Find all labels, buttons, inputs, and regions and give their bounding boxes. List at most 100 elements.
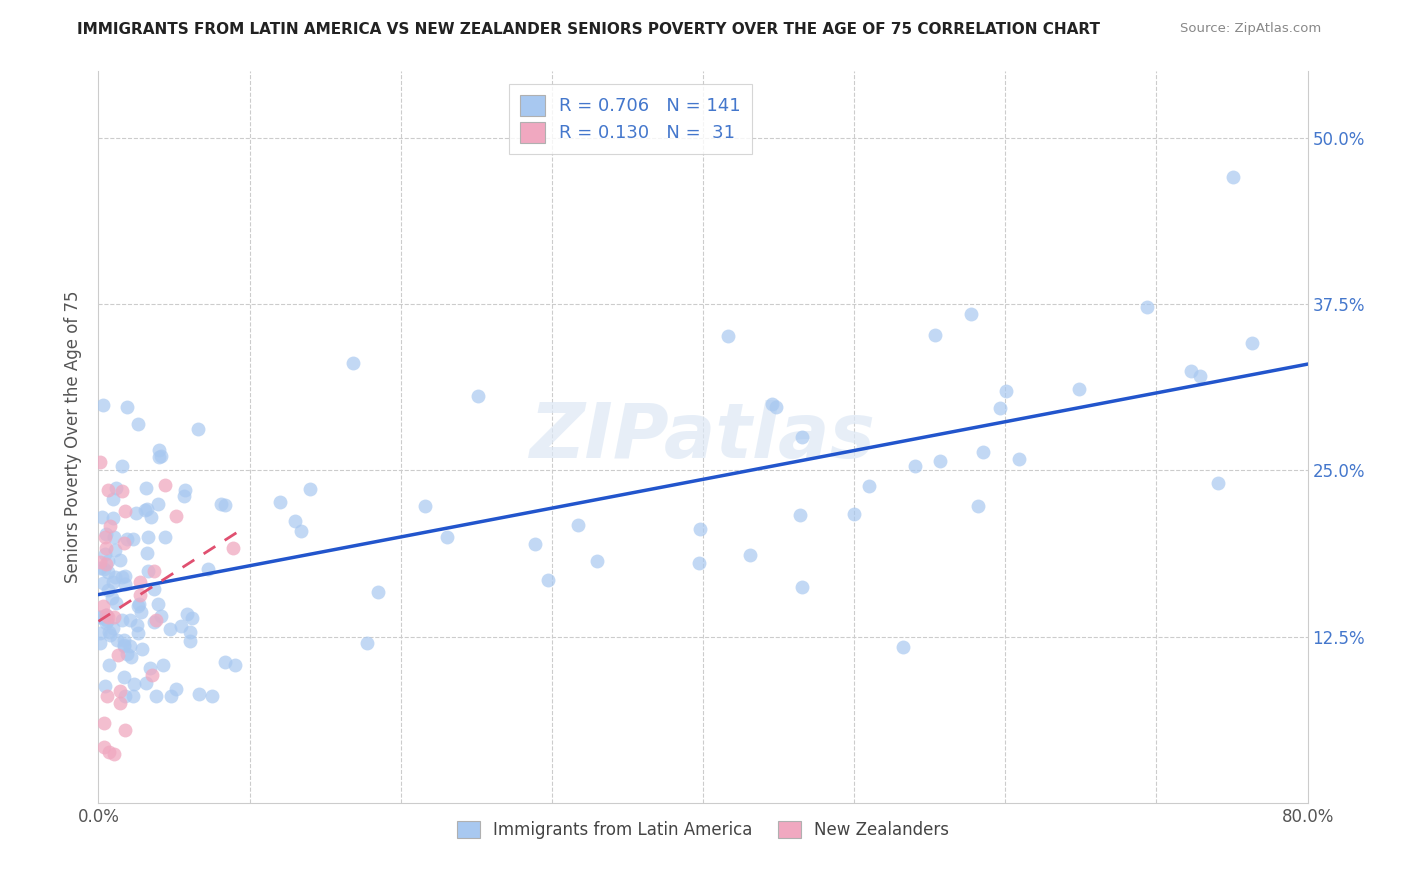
Point <box>115 647 138 661</box>
Point <box>89 625 111 640</box>
Point <box>103 747 125 762</box>
Point <box>110 684 132 698</box>
Point <box>111 570 134 584</box>
Point <box>108 696 131 710</box>
Point <box>96 690 118 704</box>
Point <box>112 639 135 653</box>
Point <box>367 585 389 599</box>
Point <box>844 507 866 521</box>
Point <box>173 483 195 497</box>
Point <box>105 632 128 647</box>
Point <box>103 530 125 544</box>
Point <box>111 459 134 474</box>
Point <box>94 607 117 622</box>
Point <box>972 445 994 459</box>
Point <box>128 597 150 611</box>
Point <box>150 449 173 463</box>
Text: ZIPatlas: ZIPatlas <box>530 401 876 474</box>
Point <box>209 497 232 511</box>
Point <box>89 555 111 569</box>
Point <box>176 607 198 621</box>
Point <box>148 450 170 465</box>
Point <box>342 356 364 370</box>
Point <box>93 716 115 731</box>
Point <box>107 648 129 663</box>
Point <box>89 455 111 469</box>
Point <box>1189 369 1212 384</box>
Point <box>101 492 124 507</box>
Point <box>1240 335 1263 350</box>
Point <box>94 679 117 693</box>
Point <box>93 599 115 613</box>
Point <box>96 483 118 498</box>
Point <box>111 484 134 499</box>
Point <box>143 564 166 578</box>
Point <box>148 442 170 457</box>
Point <box>91 509 114 524</box>
Point <box>165 681 187 696</box>
Point <box>103 575 125 590</box>
Point <box>114 568 136 582</box>
Point <box>924 328 946 343</box>
Point <box>224 658 246 673</box>
Point <box>96 527 118 541</box>
Point <box>413 499 436 513</box>
Point <box>585 554 607 568</box>
Point <box>94 612 117 626</box>
Point <box>717 329 740 343</box>
Point <box>120 639 142 653</box>
Point <box>142 615 165 629</box>
Text: IMMIGRANTS FROM LATIN AMERICA VS NEW ZEALANDER SENIORS POVERTY OVER THE AGE OF 7: IMMIGRANTS FROM LATIN AMERICA VS NEW ZEA… <box>77 22 1101 37</box>
Point <box>1069 382 1091 396</box>
Point <box>141 668 163 682</box>
Point <box>1008 452 1031 467</box>
Point <box>179 624 201 639</box>
Point <box>127 417 149 432</box>
Point <box>170 619 193 633</box>
Point <box>1206 476 1229 491</box>
Point <box>101 511 124 525</box>
Point <box>142 582 165 596</box>
Point <box>904 459 927 474</box>
Point <box>129 605 152 619</box>
Text: Source: ZipAtlas.com: Source: ZipAtlas.com <box>1181 22 1322 36</box>
Point <box>114 577 136 591</box>
Point <box>131 642 153 657</box>
Point <box>187 687 209 701</box>
Point <box>159 690 181 704</box>
Point <box>792 430 814 444</box>
Point <box>93 547 115 561</box>
Y-axis label: Seniors Poverty Over the Age of 75: Seniors Poverty Over the Age of 75 <box>65 291 83 583</box>
Point <box>104 569 127 583</box>
Point <box>761 397 783 411</box>
Point <box>97 583 120 598</box>
Point <box>103 610 125 624</box>
Point <box>173 490 195 504</box>
Point <box>145 690 167 704</box>
Point <box>988 401 1011 415</box>
Point <box>97 565 120 579</box>
Point <box>115 400 138 414</box>
Point <box>98 745 121 759</box>
Point <box>112 536 135 550</box>
Point <box>567 517 589 532</box>
Point <box>180 610 202 624</box>
Point <box>284 514 307 528</box>
Point <box>94 607 117 622</box>
Point <box>214 656 236 670</box>
Point <box>959 307 981 321</box>
Point <box>128 588 150 602</box>
Point <box>104 596 127 610</box>
Point <box>197 562 219 576</box>
Point <box>135 502 157 516</box>
Point <box>91 576 114 591</box>
Point <box>222 541 245 556</box>
Point <box>765 400 787 414</box>
Point <box>129 574 152 589</box>
Point <box>136 546 159 560</box>
Point <box>1136 300 1159 314</box>
Point <box>891 640 914 654</box>
Point <box>96 614 118 628</box>
Point <box>98 624 121 639</box>
Point <box>139 510 162 524</box>
